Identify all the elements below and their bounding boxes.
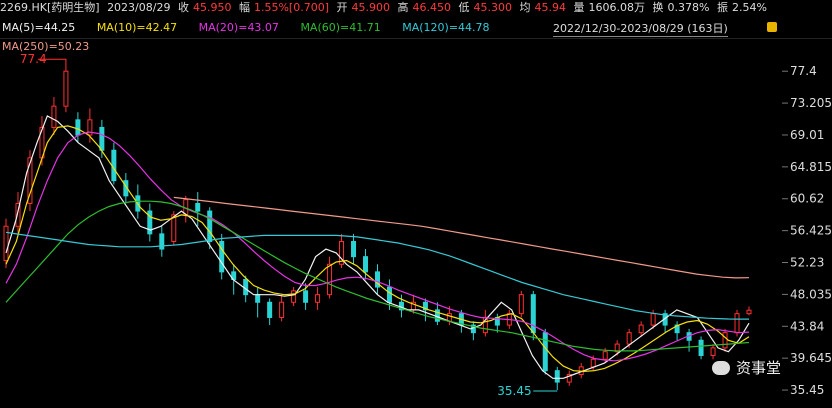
candle-body: [375, 271, 380, 288]
close-value: 45.950: [192, 1, 232, 14]
candle-body: [87, 119, 93, 136]
candle-body: [195, 202, 201, 212]
turnover-label: 换: [652, 1, 664, 14]
y-tick-label: 48.035: [790, 287, 832, 301]
avg-value: 45.94: [534, 1, 567, 14]
candle-body: [75, 119, 81, 136]
high-value: 46.450: [412, 1, 452, 14]
ma-line-ma5: [5, 115, 750, 379]
low-value: 45.300: [473, 1, 513, 14]
y-tick-label: 64.815: [790, 160, 832, 174]
y-tick-label: 52.23: [790, 256, 824, 270]
candle-body: [710, 347, 716, 356]
ma250-legend: MA(250)=50.23: [2, 40, 89, 53]
amplitude-value: 2.54%: [731, 1, 767, 14]
open-label: 开: [336, 1, 348, 14]
candle-body: [614, 343, 620, 353]
candle-body: [590, 358, 596, 368]
candle-body: [243, 278, 249, 296]
ma-line-ma60: [5, 200, 750, 352]
candle-body: [554, 370, 560, 383]
candle-body: [650, 313, 656, 326]
volume-label: 量: [573, 1, 585, 14]
high-label: 高: [397, 1, 409, 14]
turnover-value: 0.378%: [667, 1, 710, 14]
close-label: 收: [177, 1, 189, 14]
ma-legend: MA(5)=44.25 MA(10)=42.47 MA(20)=43.07 MA…: [2, 21, 508, 34]
candle-body: [339, 240, 345, 265]
lock-icon[interactable]: [767, 22, 777, 32]
ma20-label: MA(20)=43.07: [198, 21, 279, 34]
candle-body: [159, 233, 165, 250]
ma120-label: MA(120)=44.78: [402, 21, 490, 34]
candle-body: [15, 202, 21, 227]
header-separator: [0, 38, 832, 39]
y-tick-label: 35.45: [790, 383, 824, 397]
ma-line-ma20: [5, 131, 750, 362]
candle-body: [147, 210, 153, 235]
candle-body: [315, 294, 321, 303]
y-tick-label: 56.425: [790, 224, 832, 238]
candle-body: [207, 210, 213, 242]
candle-body: [27, 157, 33, 204]
candle-body: [267, 301, 273, 318]
candle-body: [291, 290, 297, 303]
candle-body: [99, 126, 105, 151]
low-marker-label: 35.45: [497, 384, 531, 398]
candle-body: [746, 309, 752, 315]
ma-line-ma10: [5, 125, 750, 373]
date-range-selector[interactable]: 2022/12/30-2023/08/29 (163日): [553, 22, 728, 37]
candle-body: [698, 339, 704, 356]
y-tick-label: 77.4: [790, 64, 817, 78]
change-value: 1.55%[0.700]: [253, 1, 329, 14]
candle-body: [51, 105, 57, 128]
change-label: 幅: [238, 1, 250, 14]
candle-body: [626, 332, 632, 345]
ma250-label: MA(250)=50.23: [2, 40, 90, 53]
candle-body: [542, 332, 548, 372]
watermark-text: 资事堂: [736, 359, 782, 377]
watermark: 资事堂: [712, 357, 781, 378]
open-value: 45.900: [351, 1, 391, 14]
candle-body: [255, 294, 261, 303]
candle-body: [351, 240, 357, 258]
avg-label: 均: [519, 1, 531, 14]
candle-body: [422, 301, 428, 311]
low-label: 低: [458, 1, 470, 14]
ma-line-ma250: [173, 196, 750, 279]
volume-value: 1606.08万: [588, 1, 646, 14]
candle-body: [327, 263, 333, 296]
quote-header: 2269.HK[药明生物] 2023/08/29 收 45.950 幅 1.55%[…: [0, 0, 832, 16]
y-tick-label: 73.205: [790, 96, 832, 110]
candle-body: [734, 313, 740, 334]
candle-body: [566, 373, 572, 383]
candle-body: [171, 214, 177, 242]
y-tick-label: 69.01: [790, 128, 824, 142]
candle-body: [363, 256, 369, 273]
candle-body: [219, 240, 225, 273]
ma5-label: MA(5)=44.25: [2, 21, 76, 34]
candle-body: [518, 294, 524, 315]
ma60-label: MA(60)=41.71: [300, 21, 381, 34]
candle-body: [303, 290, 309, 303]
candle-body: [386, 286, 392, 303]
ma-line-ma120: [5, 231, 749, 320]
candle-body: [3, 225, 9, 261]
y-tick-label: 39.645: [790, 351, 832, 365]
candle-body: [279, 301, 285, 318]
ma10-label: MA(10)=42.47: [96, 21, 178, 34]
high-marker-line: [37, 58, 67, 72]
y-tick-label: 43.84: [790, 319, 824, 333]
candle-body: [638, 324, 644, 334]
wechat-icon: [712, 361, 730, 375]
y-tick-label: 60.62: [790, 192, 824, 206]
high-marker-label: 77.4: [20, 52, 47, 66]
stock-code: 2269.HK[药明生物]: [0, 1, 100, 14]
candle-body: [722, 332, 728, 349]
candle-body: [602, 351, 608, 360]
quote-date: 2023/08/29: [107, 1, 171, 14]
amplitude-label: 振: [716, 1, 728, 14]
candle-body: [63, 70, 69, 107]
